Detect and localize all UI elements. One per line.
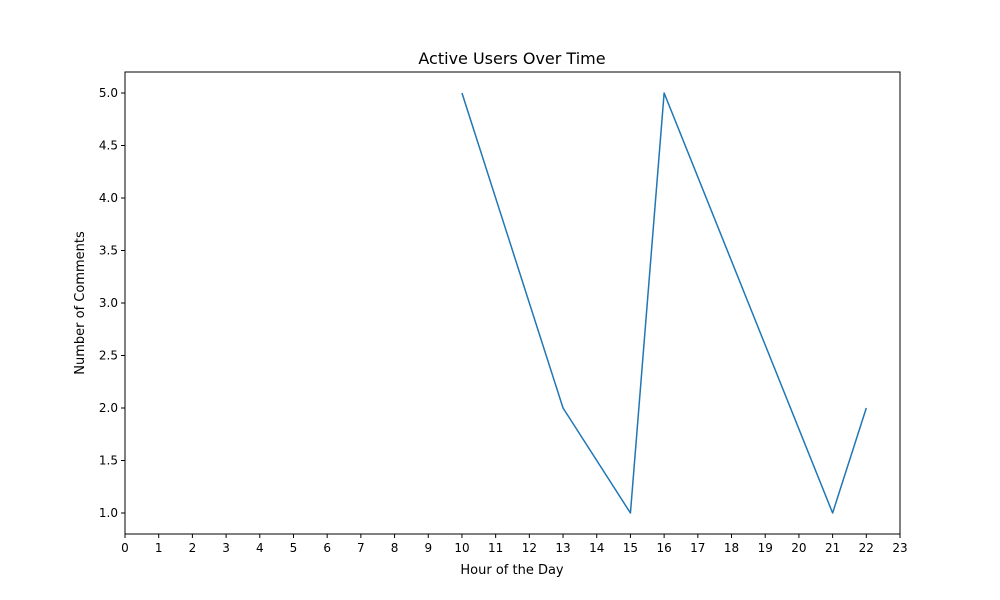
x-tick-label: 22 (859, 541, 874, 555)
y-tick-label: 4.0 (99, 191, 118, 205)
x-axis: 0 1 2 3 4 5 6 7 8 9 10 11 12 13 14 15 16 17 18 19 20 21 22 23 (121, 534, 908, 555)
x-tick-label: 7 (357, 541, 365, 555)
x-tick-label: 8 (391, 541, 399, 555)
series-layer (461, 92, 868, 514)
x-tick-label: 15 (623, 541, 638, 555)
x-tick-label: 21 (825, 541, 840, 555)
y-axis: 1.0 1.5 2.0 2.5 3.0 3.5 4.0 4.5 5.0 (99, 86, 125, 520)
x-tick-label: 0 (121, 541, 129, 555)
x-tick-label: 14 (589, 541, 604, 555)
x-tick-label: 9 (424, 541, 432, 555)
plot-frame (124, 71, 901, 535)
x-tick-label: 16 (656, 541, 671, 555)
y-tick-label: 3.0 (99, 296, 118, 310)
y-tick-label: 2.5 (99, 349, 118, 363)
x-tick-label: 2 (189, 541, 197, 555)
y-tick-label: 2.0 (99, 401, 118, 415)
x-tick-label: 11 (488, 541, 503, 555)
x-tick-label: 18 (724, 541, 739, 555)
series-line (461, 92, 868, 514)
y-tick-label: 1.5 (99, 454, 118, 468)
x-tick-label: 12 (522, 541, 537, 555)
x-tick-label: 4 (256, 541, 264, 555)
y-axis-label: Number of Comments (73, 231, 88, 375)
x-tick-label: 13 (555, 541, 570, 555)
x-tick-label: 17 (690, 541, 705, 555)
x-tick-label: 3 (222, 541, 230, 555)
x-tick-label: 23 (892, 541, 907, 555)
y-tick-label: 3.5 (99, 244, 118, 258)
x-tick-label: 20 (791, 541, 806, 555)
y-tick-label: 5.0 (99, 86, 118, 100)
x-tick-label: 1 (155, 541, 163, 555)
x-axis-label: Hour of the Day (460, 563, 564, 578)
x-tick-label: 19 (758, 541, 773, 555)
x-tick-label: 10 (454, 541, 469, 555)
chart-title: Active Users Over Time (418, 49, 605, 68)
y-tick-label: 4.5 (99, 139, 118, 153)
y-tick-label: 1.0 (99, 506, 118, 520)
x-tick-label: 5 (290, 541, 298, 555)
x-tick-label: 6 (323, 541, 331, 555)
